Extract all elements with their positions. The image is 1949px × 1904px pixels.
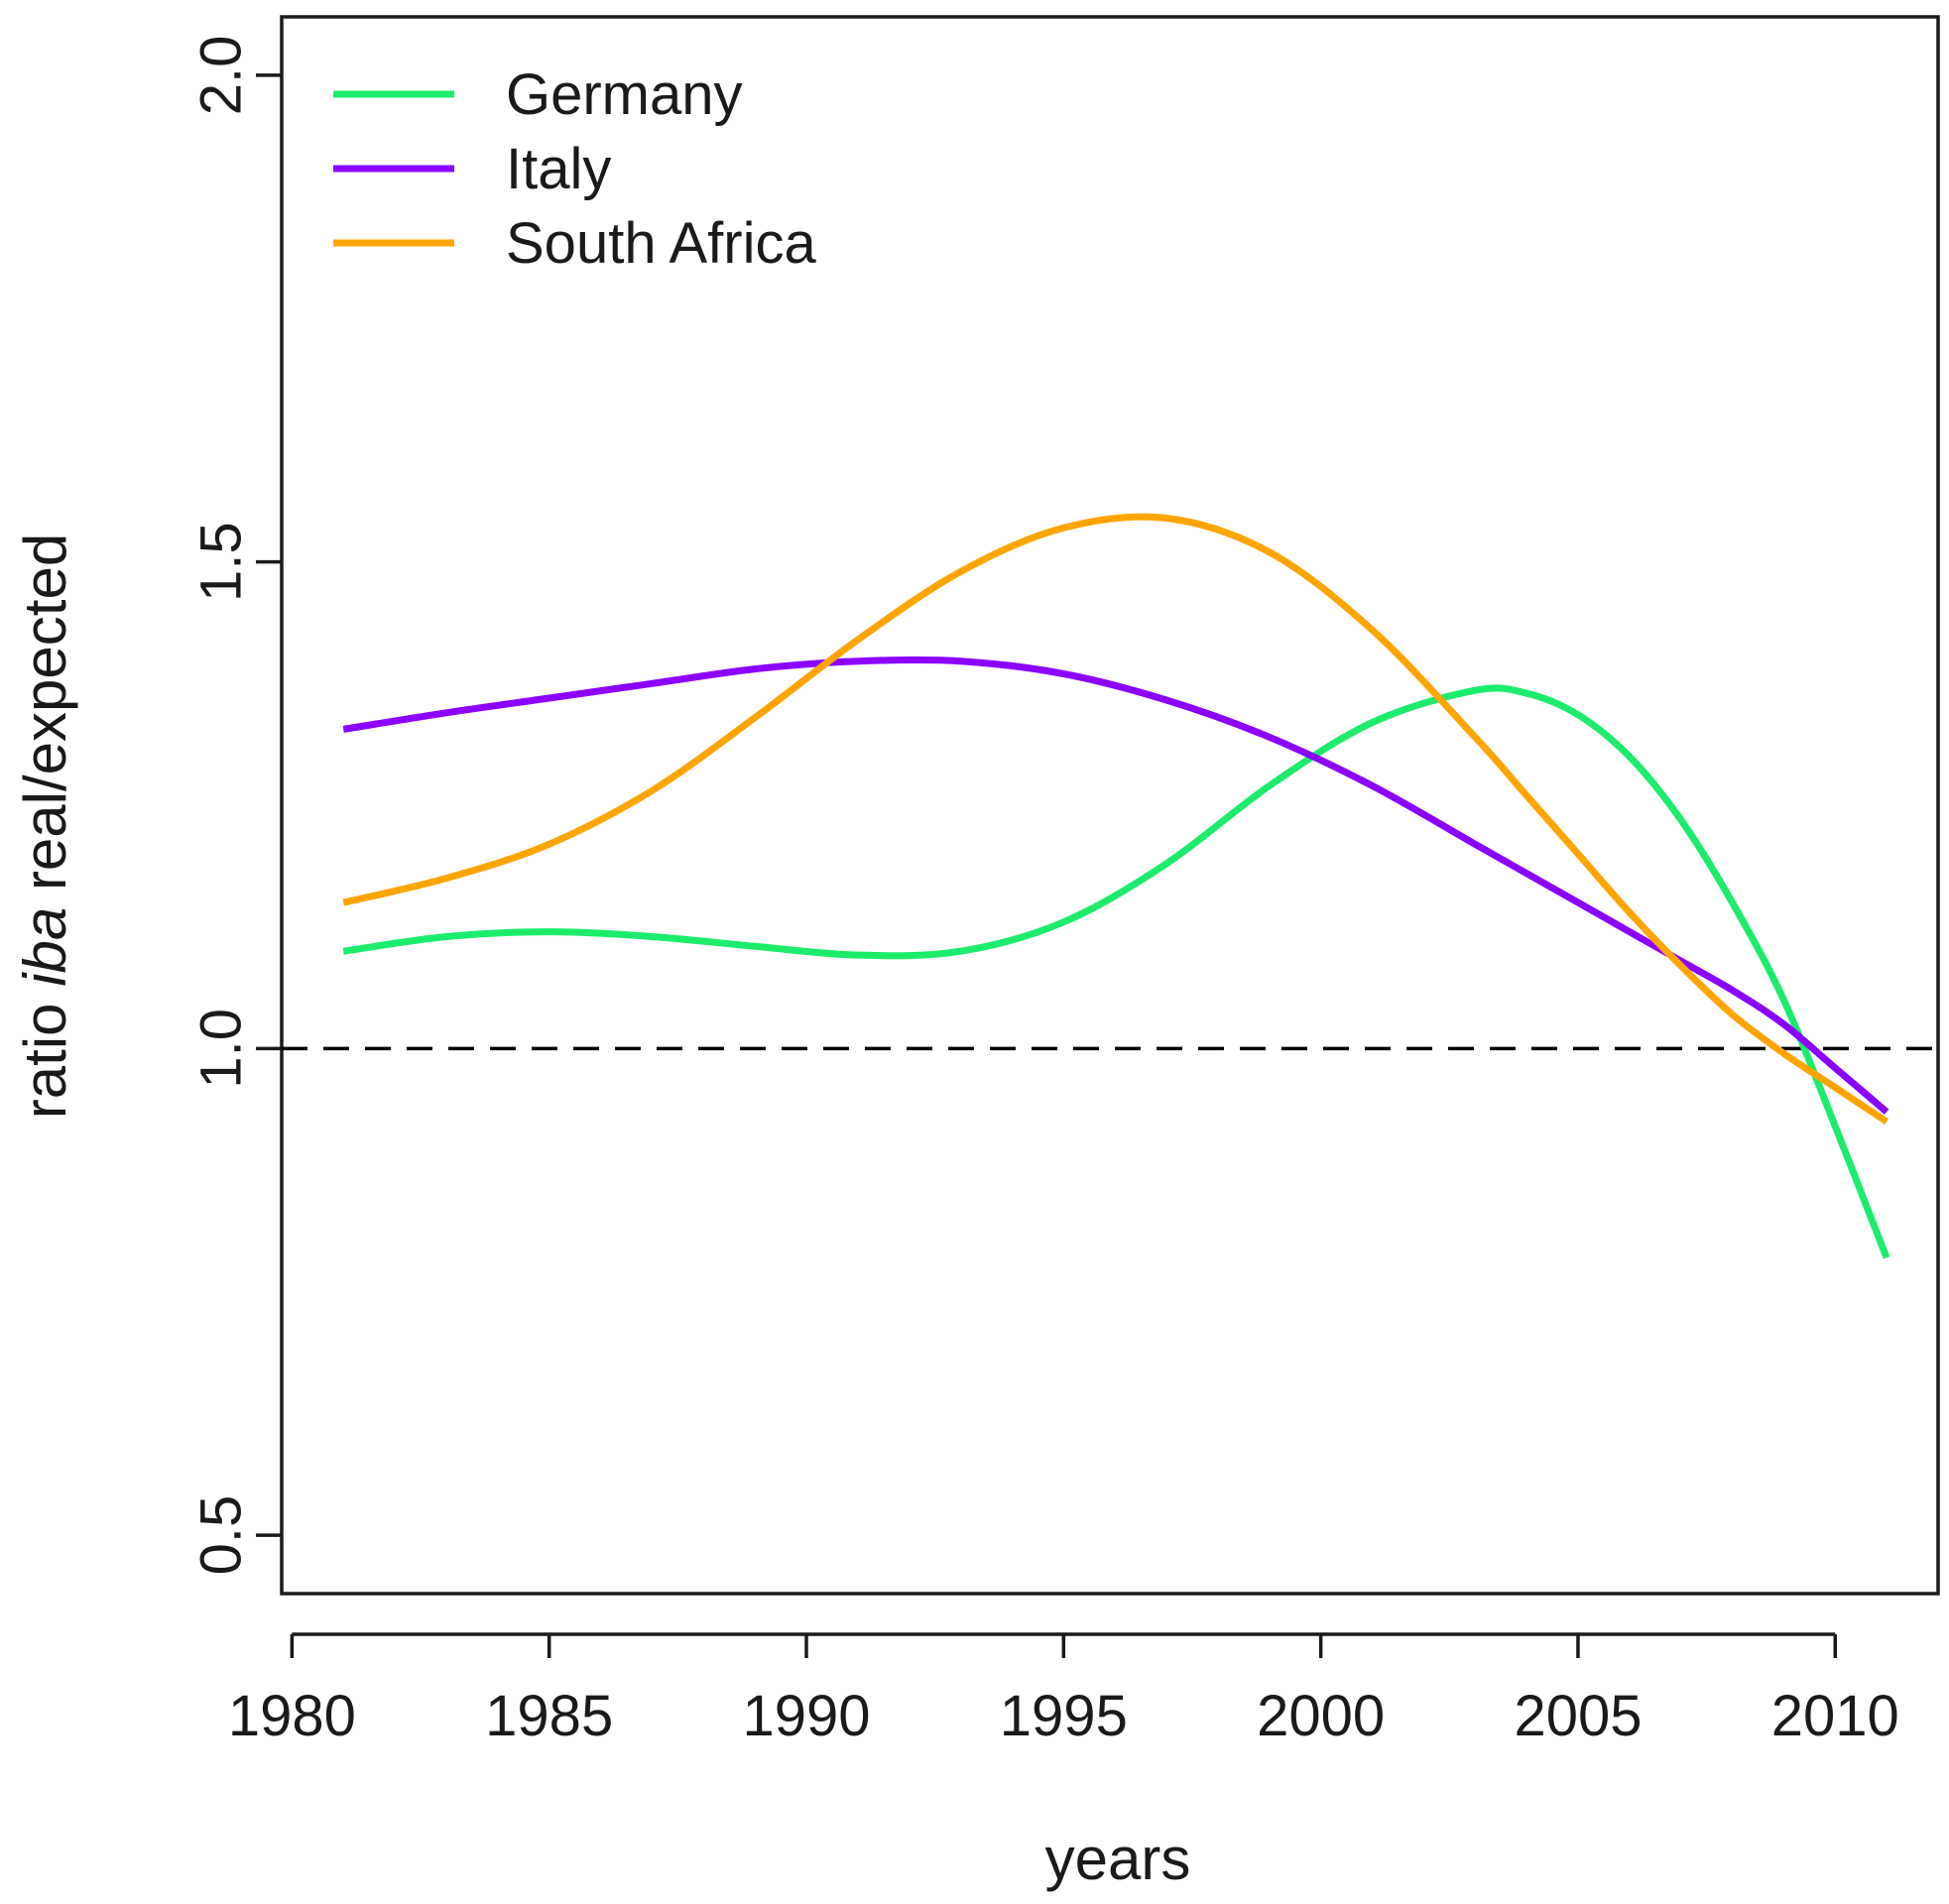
y-tick-label: 0.5 <box>188 1495 253 1576</box>
x-tick-label: 1985 <box>485 1684 613 1748</box>
x-tick-label: 2000 <box>1257 1684 1385 1748</box>
legend-label-italy: Italy <box>506 137 611 201</box>
x-tick-label: 1995 <box>1000 1684 1128 1748</box>
x-tick-label: 2005 <box>1514 1684 1642 1748</box>
plot-frame <box>280 15 1940 1596</box>
series-line-germany <box>342 684 1890 1259</box>
y-axis-title-part: real/expected <box>12 534 78 907</box>
x-tick-label: 1980 <box>228 1684 356 1748</box>
legend-label-germany: Germany <box>506 62 743 127</box>
legend-label-south-africa: South Africa <box>506 211 816 276</box>
y-tick-label: 1.0 <box>188 1009 253 1089</box>
x-tick-label: 2010 <box>1771 1684 1899 1748</box>
x-tick-label: 1990 <box>742 1684 870 1748</box>
y-axis-title: ratio iba real/expected <box>12 534 78 1119</box>
y-tick-label: 2.0 <box>188 36 253 116</box>
series-line-south-africa <box>342 513 1889 1125</box>
x-axis-title: years <box>1045 1826 1191 1892</box>
series-line-italy <box>342 655 1889 1115</box>
y-axis-title-part: iba <box>12 907 78 987</box>
y-axis-title-part: ratio <box>12 987 78 1119</box>
y-tick-label: 1.5 <box>188 522 253 602</box>
